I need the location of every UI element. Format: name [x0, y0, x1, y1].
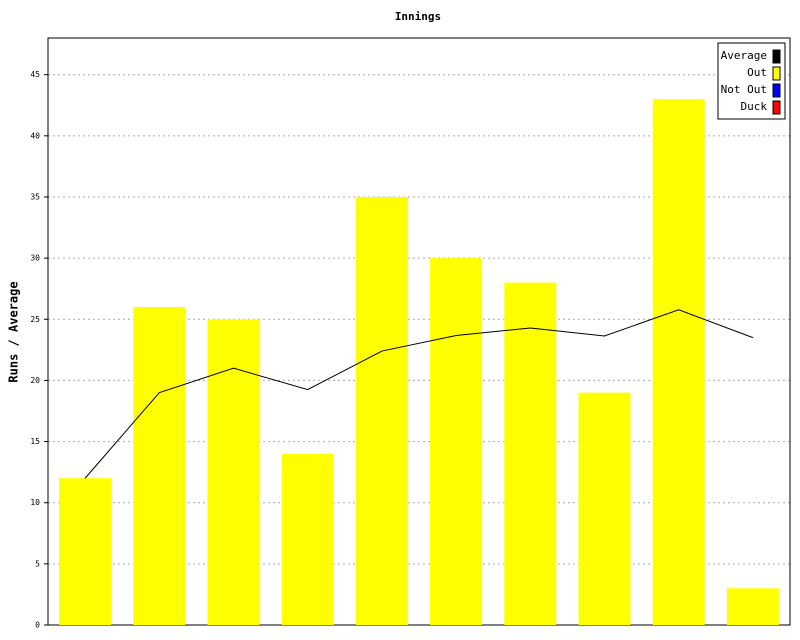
- y-tick-label: 15: [30, 437, 40, 446]
- bar: [207, 319, 260, 625]
- bar: [59, 478, 112, 625]
- legend-swatch: [772, 49, 781, 64]
- average-line: [84, 309, 754, 479]
- bar: [133, 307, 186, 625]
- y-tick-label: 5: [35, 559, 40, 568]
- legend-label: Out: [747, 66, 767, 79]
- legend-label: Not Out: [721, 83, 767, 96]
- y-tick-label: 20: [30, 376, 40, 385]
- bar: [504, 282, 557, 625]
- legend-swatch: [772, 66, 781, 81]
- y-tick-label: 30: [30, 254, 40, 263]
- legend-label: Duck: [741, 100, 768, 113]
- bar: [726, 588, 779, 625]
- y-tick-label: 35: [30, 192, 40, 201]
- plot-frame: [47, 37, 791, 626]
- legend-label: Average: [721, 49, 767, 62]
- bar: [430, 258, 483, 625]
- bar: [355, 196, 408, 625]
- legend-swatch: [772, 100, 781, 115]
- y-tick-label: 45: [30, 70, 40, 79]
- y-tick-label: 10: [30, 498, 40, 507]
- y-tick-label: 0: [35, 621, 40, 630]
- bar: [652, 99, 705, 626]
- bar: [281, 453, 334, 625]
- y-axis-label: Runs / Average: [7, 281, 21, 382]
- y-tick-label: 25: [30, 315, 40, 324]
- legend-swatch: [772, 83, 781, 98]
- y-tick-label: 40: [30, 131, 40, 140]
- chart-title: Innings: [395, 10, 441, 23]
- bar: [578, 392, 631, 625]
